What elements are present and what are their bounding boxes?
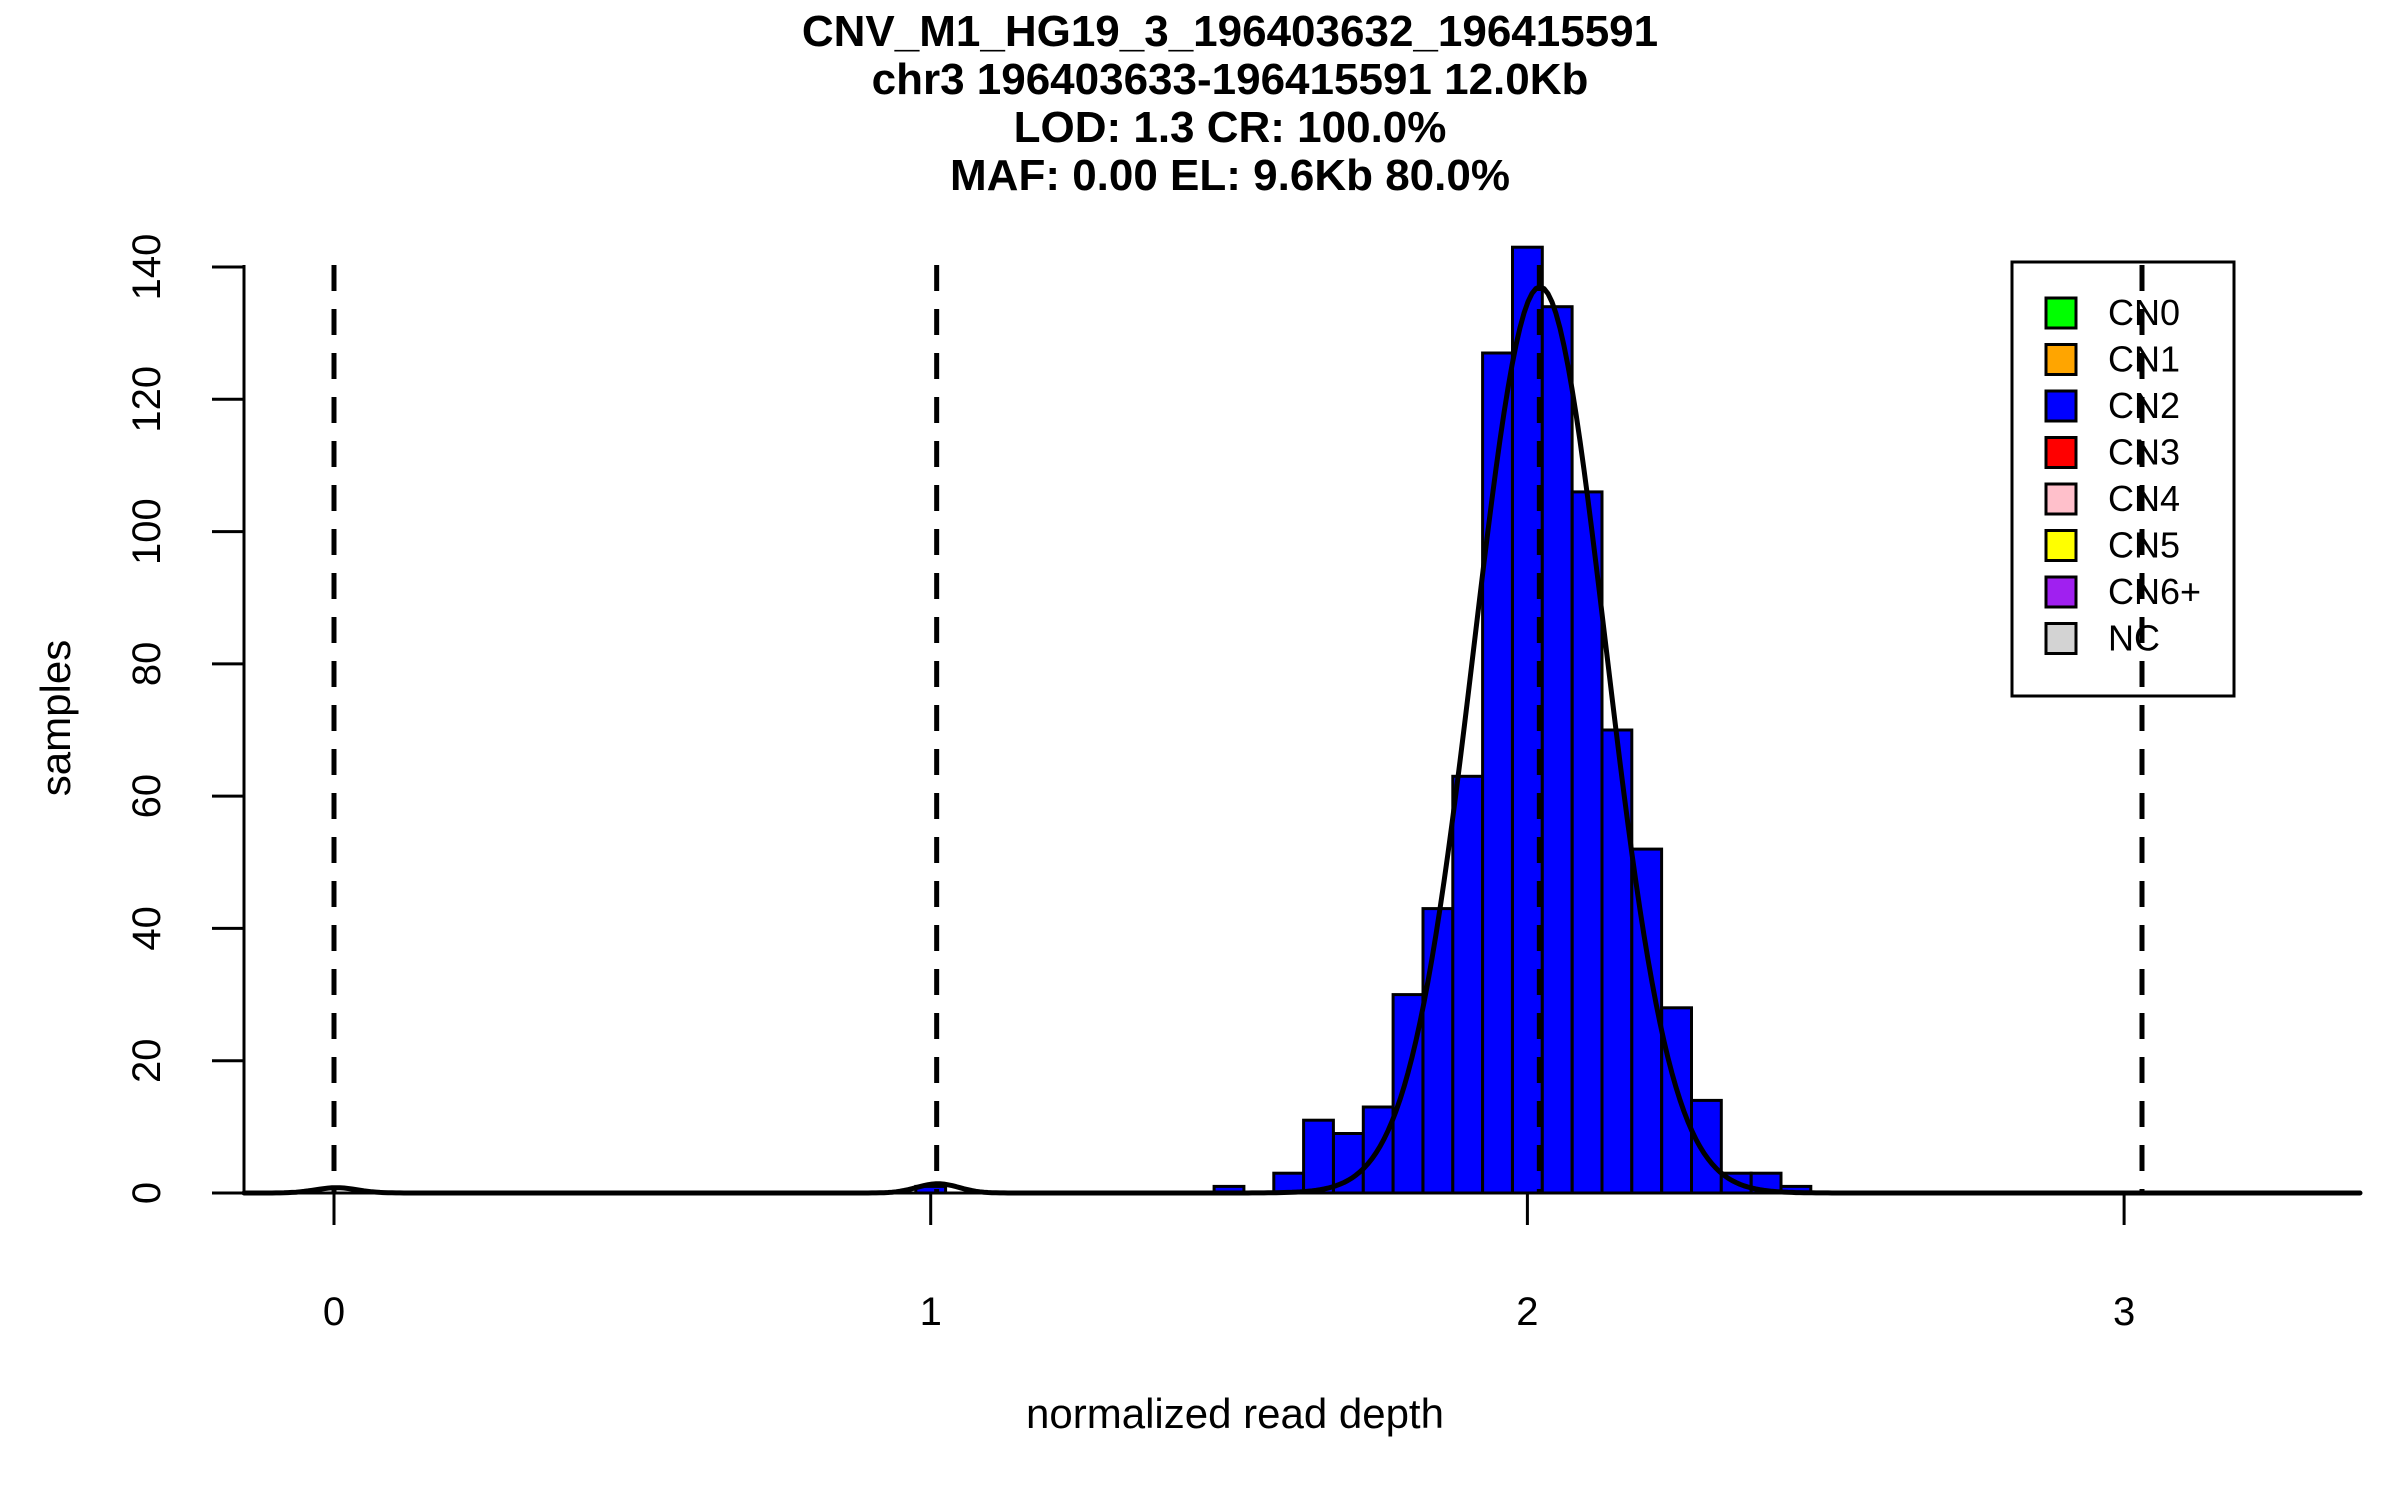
histogram-bar [1540, 305, 1574, 1195]
title-line-2: chr3 196403633-196415591 12.0Kb [872, 55, 1589, 104]
legend-swatch [2044, 296, 2078, 330]
histogram-bar [1302, 1118, 1335, 1195]
histogram-bar [1660, 1006, 1693, 1195]
legend-swatch [2044, 529, 2078, 562]
title-block: CNV_M1_HG19_3_196403632_196415591 chr3 1… [802, 7, 1658, 200]
y-tick-label: 20 [125, 1038, 169, 1083]
histogram-bar [1481, 351, 1514, 1195]
y-tick-label: 100 [125, 498, 169, 565]
y-tick-label: 140 [125, 234, 169, 301]
legend-label: NC [2108, 618, 2160, 659]
title-line-4: MAF: 0.00 EL: 9.6Kb 80.0% [950, 151, 1510, 200]
legend-swatch [2044, 389, 2078, 423]
histogram-bar [1451, 774, 1485, 1195]
histogram-bar [1600, 728, 1634, 1195]
y-tick-label: 0 [125, 1182, 169, 1204]
legend-swatch [2044, 482, 2078, 516]
y-axis-title: samples [32, 640, 79, 796]
histogram-bars-layer [914, 245, 1813, 1195]
x-tick-label: 1 [920, 1290, 942, 1334]
histogram-bar [1421, 907, 1455, 1195]
axes-layer: 0 1 2 3 0 20 40 60 80 100 120 140 [125, 234, 2360, 1334]
legend: CN0CN1CN2CN3CN4CN5CN6+NC [2010, 260, 2236, 698]
histogram-bar [1630, 847, 1664, 1195]
y-tick-label: 80 [125, 642, 169, 687]
histogram-bar [1391, 993, 1425, 1195]
x-tick-label: 2 [1516, 1290, 1538, 1334]
legend-swatch [2044, 622, 2078, 655]
x-tick-label: 0 [323, 1290, 345, 1334]
legend-label: CN6+ [2108, 571, 2201, 612]
title-line-1: CNV_M1_HG19_3_196403632_196415591 [802, 7, 1658, 56]
legend-swatch [2044, 436, 2078, 469]
y-tick-label: 120 [125, 366, 169, 433]
x-tick-label: 3 [2113, 1290, 2135, 1334]
copy-number-lines-layer [331, 265, 2145, 1193]
histogram-bar [1690, 1098, 1723, 1195]
legend-swatch [2044, 343, 2078, 376]
x-axis-title: normalized read depth [1026, 1390, 1444, 1437]
histogram-bar [1570, 490, 1604, 1195]
y-tick-label: 60 [125, 774, 169, 819]
title-line-3: LOD: 1.3 CR: 100.0% [1014, 103, 1447, 152]
legend-swatch [2044, 575, 2078, 609]
y-tick-label: 40 [125, 906, 169, 951]
